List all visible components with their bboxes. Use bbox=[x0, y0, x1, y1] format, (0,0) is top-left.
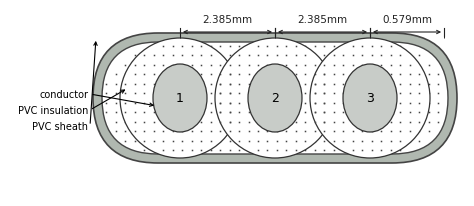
Circle shape bbox=[215, 39, 335, 158]
Text: 0.579mm: 0.579mm bbox=[382, 15, 432, 25]
Text: 1: 1 bbox=[176, 92, 184, 105]
Text: PVC insulation: PVC insulation bbox=[18, 105, 88, 115]
Circle shape bbox=[120, 39, 240, 158]
Text: 3: 3 bbox=[366, 92, 374, 105]
Ellipse shape bbox=[248, 65, 302, 132]
FancyBboxPatch shape bbox=[93, 34, 457, 163]
Ellipse shape bbox=[343, 65, 397, 132]
FancyBboxPatch shape bbox=[102, 43, 448, 154]
Text: conductor: conductor bbox=[39, 90, 88, 99]
Text: PVC sheath: PVC sheath bbox=[32, 121, 88, 131]
Text: 2.385mm: 2.385mm bbox=[202, 15, 253, 25]
Text: 2: 2 bbox=[271, 92, 279, 105]
Circle shape bbox=[310, 39, 430, 158]
Ellipse shape bbox=[153, 65, 207, 132]
Text: 2.385mm: 2.385mm bbox=[298, 15, 347, 25]
